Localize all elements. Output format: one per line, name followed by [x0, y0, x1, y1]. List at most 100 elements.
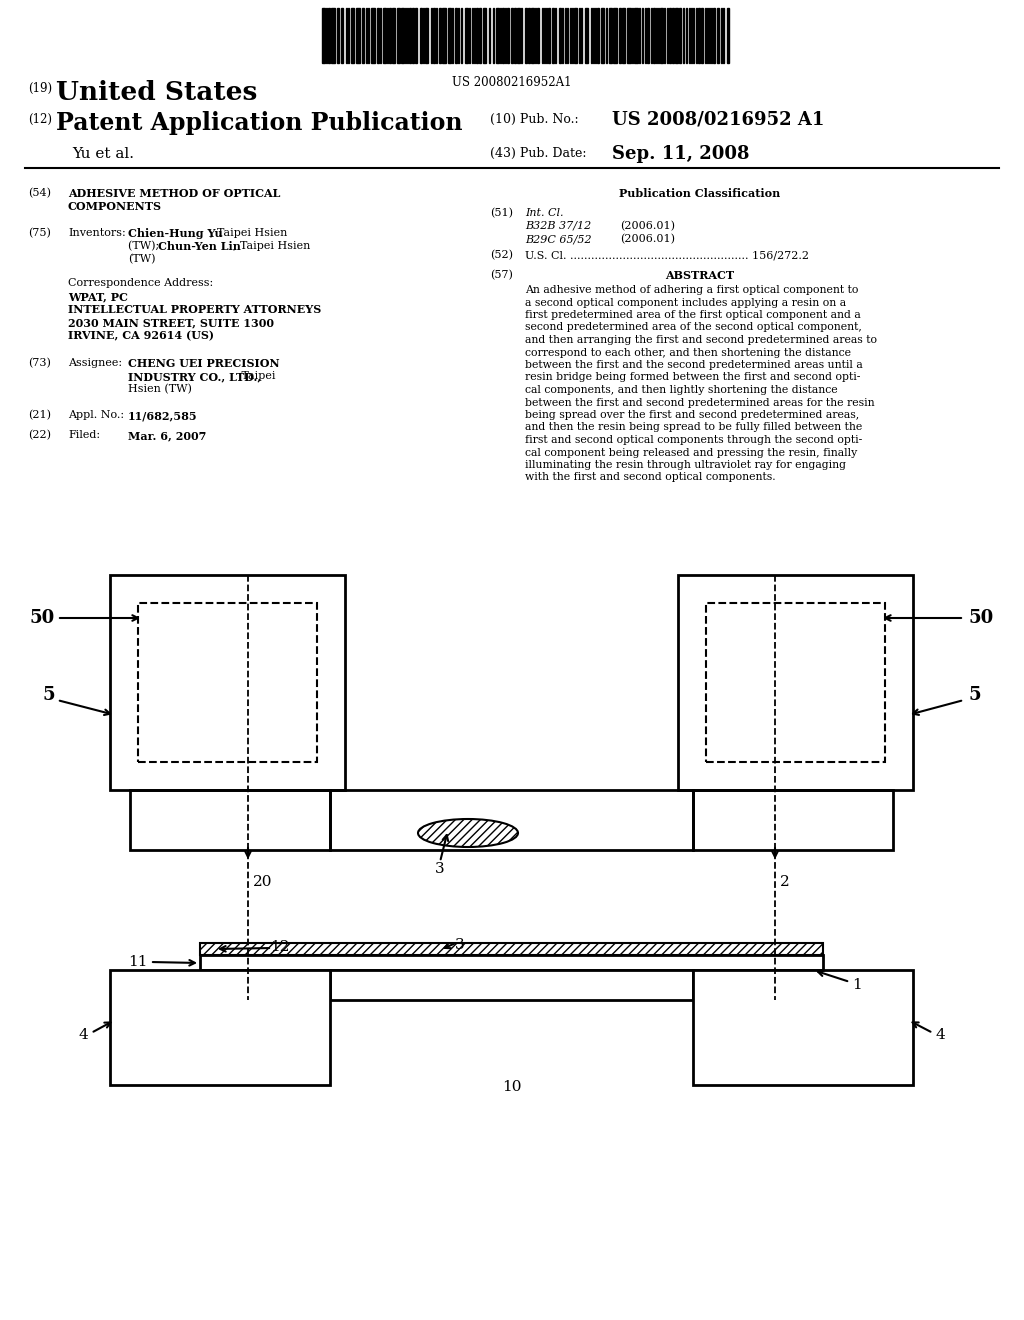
- Bar: [328, 8, 330, 63]
- Bar: [476, 8, 478, 63]
- Text: (19): (19): [28, 82, 52, 95]
- Text: being spread over the first and second predetermined areas,: being spread over the first and second p…: [525, 411, 859, 420]
- Bar: [653, 8, 655, 63]
- Text: with the first and second optical components.: with the first and second optical compon…: [525, 473, 775, 483]
- Bar: [483, 8, 486, 63]
- Text: 5: 5: [42, 686, 55, 704]
- Bar: [713, 8, 715, 63]
- Text: U.S. Cl. ................................................... 156/272.2: U.S. Cl. ...............................…: [525, 249, 809, 260]
- Text: (73): (73): [28, 358, 51, 368]
- Text: Chien-Hung Yu: Chien-Hung Yu: [128, 228, 222, 239]
- Bar: [322, 8, 325, 63]
- Text: between the first and the second predetermined areas until a: between the first and the second predete…: [525, 360, 863, 370]
- Bar: [701, 8, 703, 63]
- Text: (12): (12): [28, 114, 52, 125]
- Bar: [138, 603, 317, 762]
- Text: cal component being released and pressing the resin, finally: cal component being released and pressin…: [525, 447, 857, 458]
- Bar: [351, 8, 354, 63]
- Bar: [531, 8, 534, 63]
- Text: and then the resin being spread to be fully filled between the: and then the resin being spread to be fu…: [525, 422, 862, 433]
- Text: first predetermined area of the first optical component and a: first predetermined area of the first op…: [525, 310, 861, 319]
- Bar: [409, 8, 411, 63]
- Bar: [356, 8, 360, 63]
- Text: illuminating the resin through ultraviolet ray for engaging: illuminating the resin through ultraviol…: [525, 459, 846, 470]
- Bar: [337, 8, 339, 63]
- Text: IRVINE, CA 92614 (US): IRVINE, CA 92614 (US): [68, 330, 214, 341]
- Text: (10) Pub. No.:: (10) Pub. No.:: [490, 114, 579, 125]
- Bar: [110, 970, 330, 1085]
- Text: (2006.01): (2006.01): [620, 234, 675, 244]
- Bar: [548, 8, 550, 63]
- Bar: [511, 8, 513, 63]
- Text: INDUSTRY CO., LTD.,: INDUSTRY CO., LTD.,: [128, 371, 261, 381]
- Text: (TW): (TW): [128, 253, 156, 264]
- Text: 20: 20: [253, 875, 272, 888]
- Text: COMPONENTS: COMPONENTS: [68, 201, 162, 213]
- Bar: [597, 8, 599, 63]
- Text: ADHESIVE METHOD OF OPTICAL: ADHESIVE METHOD OF OPTICAL: [68, 187, 281, 199]
- Bar: [389, 8, 391, 63]
- Text: (21): (21): [28, 411, 51, 420]
- Bar: [465, 8, 468, 63]
- Text: (22): (22): [28, 430, 51, 441]
- Text: Chun-Yen Lin: Chun-Yen Lin: [158, 242, 241, 252]
- Text: B32B 37/12: B32B 37/12: [525, 220, 591, 231]
- Text: (57): (57): [490, 271, 513, 280]
- Bar: [362, 8, 364, 63]
- Bar: [514, 8, 516, 63]
- Text: 1: 1: [852, 978, 862, 993]
- Text: United States: United States: [56, 81, 257, 106]
- Text: 3: 3: [435, 862, 444, 876]
- Bar: [412, 8, 414, 63]
- Bar: [420, 8, 422, 63]
- Bar: [693, 789, 893, 850]
- Bar: [330, 970, 693, 1001]
- Bar: [660, 8, 663, 63]
- Bar: [449, 8, 451, 63]
- Text: (TW);: (TW);: [128, 242, 163, 251]
- Bar: [341, 8, 343, 63]
- Text: Mar. 6, 2007: Mar. 6, 2007: [128, 430, 207, 441]
- Bar: [679, 8, 681, 63]
- Text: Publication Classification: Publication Classification: [620, 187, 780, 199]
- Text: 4: 4: [78, 1028, 88, 1041]
- Bar: [392, 8, 395, 63]
- Bar: [415, 8, 417, 63]
- Text: , Taipei Hsien: , Taipei Hsien: [233, 242, 310, 251]
- Bar: [517, 8, 520, 63]
- Text: first and second optical components through the second opti-: first and second optical components thro…: [525, 436, 862, 445]
- Bar: [559, 8, 561, 63]
- Text: (54): (54): [28, 187, 51, 198]
- Text: (52): (52): [490, 249, 513, 260]
- Bar: [455, 8, 457, 63]
- Text: Hsien (TW): Hsien (TW): [128, 384, 191, 395]
- Text: (75): (75): [28, 228, 51, 239]
- Text: WPAT, PC: WPAT, PC: [68, 290, 128, 302]
- Bar: [585, 8, 588, 63]
- Text: Sep. 11, 2008: Sep. 11, 2008: [612, 145, 750, 162]
- Bar: [442, 8, 446, 63]
- Bar: [618, 8, 621, 63]
- Bar: [433, 8, 435, 63]
- Text: second predetermined area of the second optical component,: second predetermined area of the second …: [525, 322, 862, 333]
- Bar: [331, 8, 335, 63]
- Bar: [675, 8, 678, 63]
- Text: between the first and second predetermined areas for the resin: between the first and second predetermin…: [525, 397, 874, 408]
- Text: US 20080216952A1: US 20080216952A1: [453, 77, 571, 88]
- Bar: [525, 8, 527, 63]
- Ellipse shape: [418, 818, 518, 847]
- Bar: [574, 8, 577, 63]
- Bar: [706, 603, 885, 762]
- Text: Filed:: Filed:: [68, 430, 100, 440]
- Bar: [502, 8, 504, 63]
- Bar: [401, 8, 404, 63]
- Text: 10: 10: [502, 1080, 522, 1094]
- Text: B29C 65/52: B29C 65/52: [525, 234, 592, 244]
- Bar: [200, 942, 823, 954]
- Bar: [693, 970, 913, 1085]
- Bar: [110, 576, 345, 789]
- Text: (43) Pub. Date:: (43) Pub. Date:: [490, 147, 587, 160]
- Text: Assignee:: Assignee:: [68, 358, 122, 368]
- Text: Patent Application Publication: Patent Application Publication: [56, 111, 463, 135]
- Bar: [698, 8, 700, 63]
